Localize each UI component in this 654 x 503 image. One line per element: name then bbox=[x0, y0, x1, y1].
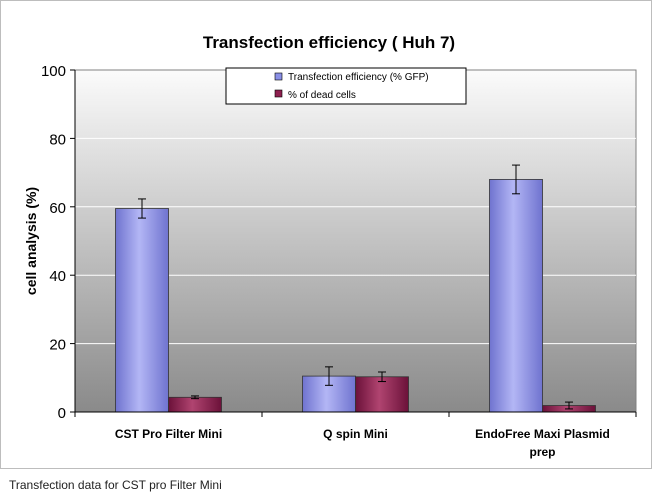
y-tick-label: 80 bbox=[49, 131, 66, 148]
y-tick-label: 100 bbox=[41, 63, 66, 80]
y-tick-label: 40 bbox=[49, 268, 66, 285]
bar-dead-cells bbox=[168, 396, 222, 413]
legend: Transfection efficiency (% GFP) % of dea… bbox=[225, 67, 467, 105]
y-tick-label: 20 bbox=[49, 337, 66, 354]
figure-caption: Transfection data for CST pro Filter Min… bbox=[9, 478, 222, 492]
x-tick-label: EndoFree Maxi Plasmid bbox=[475, 427, 610, 441]
legend-label-dead-cells: % of dead cells bbox=[288, 90, 356, 101]
chart-title: Transfection efficiency ( Huh 7) bbox=[203, 33, 455, 52]
chart-frame: Transfection efficiency ( Huh 7) 0 20 40 60… bbox=[0, 0, 652, 469]
bar-transfection bbox=[115, 208, 169, 413]
bar-dead-cells bbox=[355, 376, 409, 413]
y-tick-label: 60 bbox=[49, 200, 66, 217]
legend-box bbox=[225, 67, 467, 105]
bar-transfection bbox=[489, 179, 543, 413]
x-tick-label: Q spin Mini bbox=[323, 427, 388, 441]
y-tick-label: 0 bbox=[58, 405, 66, 422]
x-tick-label: CST Pro Filter Mini bbox=[115, 427, 222, 441]
y-axis-label: cell analysis (%) bbox=[23, 187, 39, 295]
chart-svg: Transfection efficiency ( Huh 7) 0 20 40 60… bbox=[23, 33, 637, 459]
legend-swatch-transfection bbox=[274, 72, 283, 81]
legend-label-transfection: Transfection efficiency (% GFP) bbox=[288, 72, 429, 83]
axes: 0 20 40 60 80 100 CST Pro Filter Mini Q spin Mi… bbox=[41, 63, 637, 459]
legend-swatch-dead-cells bbox=[274, 89, 283, 98]
x-tick-label: prep bbox=[529, 445, 555, 459]
